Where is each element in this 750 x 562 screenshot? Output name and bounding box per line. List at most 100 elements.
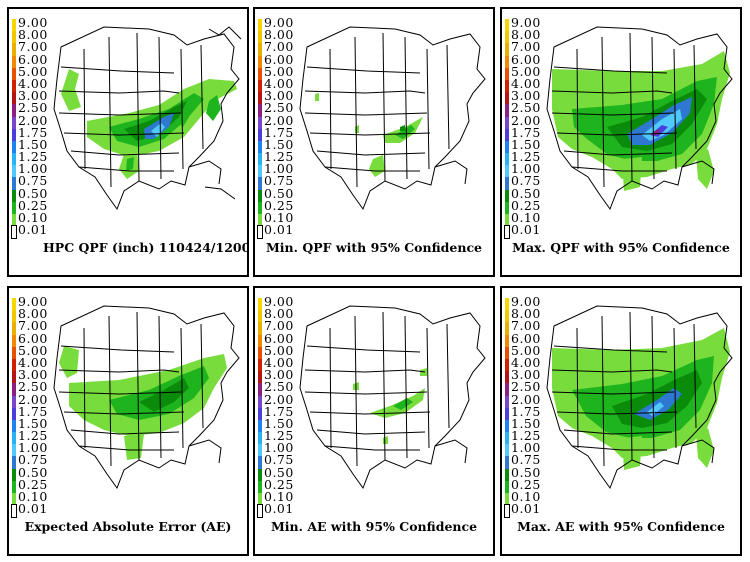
- legend-swatch: [505, 456, 509, 469]
- legend-row: 1.50: [12, 138, 50, 154]
- legend-label: 1.25: [264, 149, 294, 165]
- legend-swatch: [505, 334, 509, 347]
- legend-row: 1.00: [12, 442, 50, 457]
- legend-row: 1.25: [12, 429, 50, 445]
- legend-row: 1.75: [258, 124, 296, 141]
- legend-row: 0.10: [12, 489, 50, 506]
- panel-caption: Max. QPF with 95% Confidence: [512, 240, 730, 255]
- legend-label: 8.00: [18, 306, 48, 322]
- legend-label: 1.25: [264, 428, 294, 444]
- legend-row: 1.50: [505, 138, 543, 154]
- legend-label: 4.00: [511, 354, 541, 370]
- legend-swatch: [12, 92, 16, 105]
- legend-row: 1.75: [505, 405, 543, 420]
- panel-min-qpf: 9.00 8.00 7.00 6.00 5.00 4.00 3.00 2.50 …: [253, 7, 495, 277]
- legend-swatch: [258, 116, 262, 129]
- legend-row: 1.25: [258, 149, 296, 166]
- legend-label: 1.75: [18, 403, 48, 419]
- legend-swatch: [12, 298, 16, 311]
- legend-swatch: [12, 67, 16, 80]
- legend-row: 9.00: [12, 16, 50, 32]
- legend-swatch: [505, 419, 509, 433]
- legend-label: 7.00: [511, 39, 541, 55]
- legend-swatch: [12, 19, 16, 32]
- legend-label: 8.00: [511, 306, 541, 322]
- legend-swatch: [258, 444, 262, 457]
- legend-swatch: [258, 322, 262, 335]
- legend-row: 6.00: [505, 332, 543, 347]
- legend-row: 0.50: [505, 466, 543, 481]
- legend-row: 0.75: [505, 454, 543, 469]
- legend-row: 4.00: [505, 354, 543, 372]
- legend-row: 0.50: [12, 466, 50, 481]
- legend-swatch: [12, 480, 16, 493]
- legend-row: 3.00: [258, 89, 296, 105]
- legend-row: 7.00: [12, 39, 50, 56]
- legend-label: 9.00: [264, 15, 294, 30]
- legend-row: 4.00: [12, 354, 50, 372]
- legend-swatch: [505, 140, 509, 154]
- legend-swatch: [12, 468, 16, 481]
- legend-row: 4.00: [12, 75, 50, 93]
- legend-swatch: [258, 334, 262, 347]
- legend-label: 1.50: [18, 415, 48, 431]
- legend-swatch: [258, 55, 262, 68]
- legend-label: 7.00: [18, 318, 48, 334]
- legend-label: 7.00: [18, 39, 48, 55]
- legend-label: 0.25: [511, 197, 541, 213]
- legend-swatch: [505, 322, 509, 335]
- legend-row: 0.50: [258, 466, 296, 481]
- legend-row: 0.10: [258, 211, 296, 227]
- legend-label: 3.00: [18, 88, 48, 104]
- legend-row: 8.00: [258, 307, 296, 323]
- legend-row: 5.00: [12, 344, 50, 359]
- legend-label: 8.00: [18, 27, 48, 43]
- legend-row: 8.00: [12, 27, 50, 44]
- legend-label: 4.00: [18, 354, 48, 370]
- legend-label: 1.75: [18, 124, 48, 140]
- legend-label: 6.00: [264, 330, 294, 346]
- panel-caption: Max. AE with 95% Confidence: [517, 519, 725, 534]
- legend-swatch: [12, 419, 16, 433]
- legend-row: 1.00: [258, 442, 296, 457]
- panel-max-ae: 9.00 8.00 7.00 6.00 5.00 4.00 3.00 2.50 …: [500, 286, 742, 556]
- legend-swatch: [505, 480, 509, 493]
- legend-label: 6.00: [264, 51, 294, 67]
- legend-row: 9.00: [505, 294, 543, 311]
- legend-label: 0.75: [18, 452, 48, 468]
- legend-row: 0.01: [504, 502, 543, 519]
- legend-label: 9.00: [511, 294, 541, 309]
- legend-swatch: [11, 225, 17, 240]
- legend-row: 1.00: [12, 163, 50, 178]
- legend-swatch: [12, 310, 16, 323]
- legend-row: 0.25: [12, 199, 50, 214]
- legend-row: 2.50: [258, 381, 296, 396]
- legend-label: 2.00: [18, 112, 48, 128]
- legend-swatch: [505, 371, 509, 384]
- legend-swatch: [504, 504, 510, 519]
- legend-swatch: [505, 298, 509, 311]
- legend-label: 1.75: [511, 124, 541, 140]
- legend-swatch: [12, 128, 16, 141]
- us-state-boundaries: [299, 26, 486, 211]
- legend-row: 1.00: [505, 163, 543, 178]
- legend-label: 0.25: [18, 476, 48, 492]
- legend-label: 1.50: [264, 415, 294, 431]
- legend-row: 4.00: [505, 77, 543, 93]
- legend-label: 6.00: [18, 51, 48, 67]
- legend-swatch: [258, 43, 262, 56]
- legend-label: 1.75: [264, 124, 294, 140]
- legend-row: 7.00: [258, 320, 296, 335]
- legend-label: 4.00: [18, 75, 48, 91]
- legend-row: 0.25: [258, 199, 296, 214]
- legend-label: 1.25: [18, 149, 48, 165]
- legend-swatch: [258, 480, 262, 493]
- legend-label: 0.10: [18, 489, 48, 504]
- legend-label: 1.75: [264, 403, 294, 419]
- legend-label: 0.25: [511, 476, 541, 492]
- legend-label: 0.25: [264, 476, 294, 492]
- panel-caption: Expected Absolute Error (AE): [24, 519, 232, 534]
- legend-swatch: [505, 310, 509, 323]
- legend-row: 5.00: [505, 65, 543, 80]
- legend-swatch: [12, 189, 16, 202]
